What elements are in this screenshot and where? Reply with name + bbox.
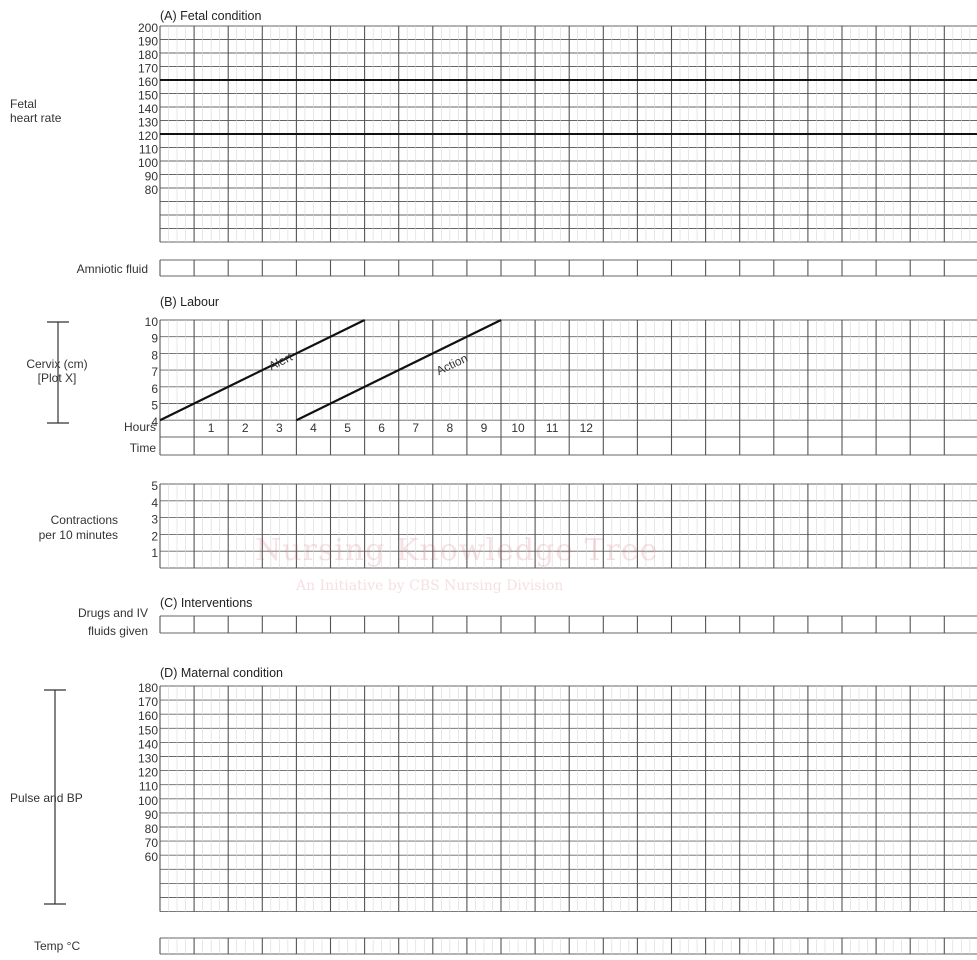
- section-fetal-title: (A) Fetal condition: [160, 9, 262, 23]
- pulse-bp-tick-150: 150: [138, 723, 158, 737]
- hour-label-8: 8: [447, 421, 454, 435]
- section-maternal-title: (D) Maternal condition: [160, 666, 283, 680]
- hour-label-10: 10: [511, 421, 525, 435]
- temp-label: Temp °C: [34, 939, 81, 953]
- section-labour-title: (B) Labour: [160, 295, 220, 309]
- pulse-bp-tick-90: 90: [145, 808, 159, 822]
- fetal-heart-rate-tick-160: 160: [138, 75, 158, 89]
- contractions-label-2: per 10 minutes: [38, 528, 118, 542]
- pulse-bp-tick-60: 60: [145, 850, 159, 864]
- contractions-tick-5: 5: [151, 479, 158, 493]
- pulse-bp-tick-180: 180: [138, 681, 158, 695]
- cervix-tick-9: 9: [151, 332, 158, 346]
- watermark-subtitle: An Initiative by CBS Nursing Division: [296, 578, 564, 594]
- contractions-tick-4: 4: [151, 496, 158, 510]
- pulse-bp-tick-130: 130: [138, 752, 158, 766]
- cervix-tick-5: 5: [151, 399, 158, 413]
- fetal-heart-rate-tick-110: 110: [139, 143, 158, 157]
- cervix-tick-6: 6: [151, 382, 158, 396]
- hour-label-5: 5: [344, 421, 351, 435]
- hour-label-12: 12: [580, 421, 594, 435]
- series-line-alert: [159, 319, 366, 422]
- fetal-heart-rate-tick-90: 90: [145, 170, 159, 184]
- fetal-heart-rate-tick-190: 190: [138, 35, 158, 49]
- drugs-label-1: Drugs and IV: [77, 606, 148, 620]
- fetal-heart-rate-label-2: heart rate: [10, 111, 62, 125]
- contractions-tick-2: 2: [151, 529, 158, 543]
- contractions-tick-1: 1: [151, 546, 158, 560]
- amniotic-fluid-label: Amniotic fluid: [76, 262, 148, 276]
- section-interventions-title: (C) Interventions: [160, 596, 253, 610]
- hour-label-1: 1: [208, 421, 215, 435]
- fetal-heart-rate-tick-120: 120: [138, 129, 158, 143]
- hour-label-2: 2: [242, 421, 249, 435]
- series-line-action: [295, 319, 502, 422]
- fetal-heart-rate-tick-100: 100: [138, 156, 158, 170]
- pulse-bp-tick-100: 100: [138, 794, 158, 808]
- fetal-heart-rate-tick-200: 200: [138, 21, 158, 35]
- cervix-label-1: Cervix (cm): [26, 357, 88, 371]
- hour-label-7: 7: [412, 421, 419, 435]
- contractions-tick-3: 3: [151, 513, 158, 527]
- cervix-label-2: [Plot X]: [37, 371, 77, 385]
- fetal-heart-rate-tick-150: 150: [138, 89, 158, 103]
- hour-label-9: 9: [481, 421, 488, 435]
- hour-label-11: 11: [546, 421, 559, 435]
- cervix-tick-4: 4: [151, 415, 158, 429]
- pulse-bp-tick-80: 80: [145, 822, 159, 836]
- hour-label-3: 3: [276, 421, 283, 435]
- pulse-bp-label: Pulse and BP: [10, 791, 83, 805]
- time-label: Time: [129, 441, 156, 455]
- cervix-tick-7: 7: [151, 365, 158, 379]
- pulse-bp-tick-70: 70: [145, 836, 159, 850]
- hour-label-4: 4: [310, 421, 317, 435]
- pulse-bp-tick-170: 170: [138, 695, 158, 709]
- pulse-bp-tick-110: 110: [139, 780, 158, 794]
- pulse-bp-tick-140: 140: [138, 737, 158, 751]
- fetal-heart-rate-tick-130: 130: [138, 116, 158, 130]
- cervix-tick-8: 8: [151, 348, 158, 362]
- contractions-label-1: Contractions: [50, 513, 118, 527]
- drugs-label-2: fluids given: [87, 624, 148, 638]
- hour-label-6: 6: [378, 421, 385, 435]
- fetal-heart-rate-tick-140: 140: [138, 102, 158, 116]
- pulse-bp-tick-120: 120: [138, 766, 158, 780]
- fetal-heart-rate-tick-180: 180: [138, 48, 158, 62]
- watermark-title: Nursing Knowledge Tree: [255, 533, 659, 568]
- fetal-heart-rate-tick-80: 80: [145, 183, 159, 197]
- series-label-action: Action: [434, 351, 470, 378]
- fetal-heart-rate-label-1: Fetal: [10, 97, 37, 111]
- hours-label: Hours: [123, 420, 156, 434]
- pulse-bp-tick-160: 160: [138, 709, 158, 723]
- cervix-tick-10: 10: [145, 315, 159, 329]
- fetal-heart-rate-tick-170: 170: [138, 62, 158, 76]
